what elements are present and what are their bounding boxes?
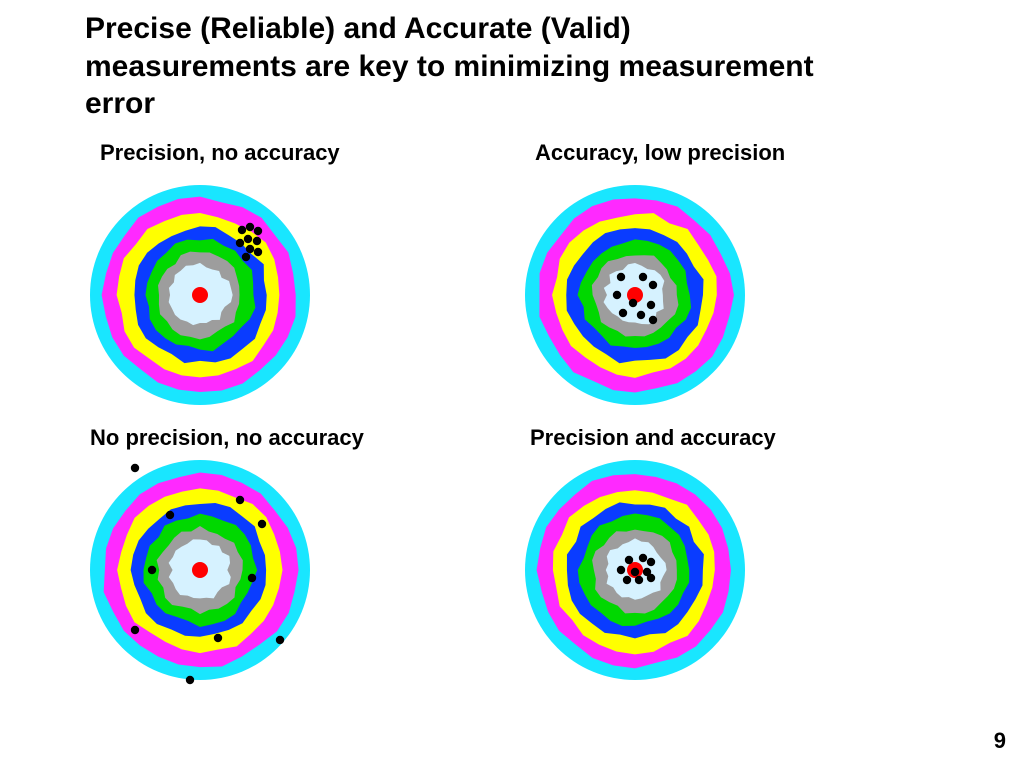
target-wrap-0 (90, 185, 310, 410)
shot-dot (131, 626, 139, 634)
page-number: 9 (994, 728, 1006, 754)
quadrant-label-2: No precision, no accuracy (90, 425, 364, 451)
shot-dot (236, 239, 244, 247)
target-2 (90, 460, 310, 680)
shot-dot (246, 245, 254, 253)
quadrant-label-1: Accuracy, low precision (535, 140, 785, 166)
shot-dot (647, 574, 655, 582)
shot-dot (649, 316, 657, 324)
shot-dot (619, 309, 627, 317)
quadrant-label-3: Precision and accuracy (530, 425, 776, 451)
shot-dot (254, 248, 262, 256)
shot-dot (625, 556, 633, 564)
shot-dot (166, 511, 174, 519)
target-wrap-3 (525, 460, 745, 685)
target-wrap-2 (90, 460, 310, 685)
shot-dot (647, 558, 655, 566)
shot-dot (639, 554, 647, 562)
shot-dot (238, 226, 246, 234)
target-0 (90, 185, 310, 405)
slide-title: Precise (Reliable) and Accurate (Valid) … (85, 10, 845, 123)
shot-dot (623, 576, 631, 584)
target-1 (525, 185, 745, 405)
shot-dot (244, 235, 252, 243)
shot-dot (214, 634, 222, 642)
shot-dot (186, 676, 194, 684)
shot-dot (258, 520, 266, 528)
shot-dot (236, 496, 244, 504)
shot-dot (148, 566, 156, 574)
shot-dot (246, 223, 254, 231)
target-3 (525, 460, 745, 680)
shot-dot (649, 281, 657, 289)
shot-dot (131, 464, 139, 472)
shot-dot (631, 568, 639, 576)
shot-dot (647, 301, 655, 309)
shot-dot (629, 299, 637, 307)
shot-dot (617, 273, 625, 281)
shot-dot (276, 636, 284, 644)
shot-dot (635, 576, 643, 584)
shot-dot (242, 253, 250, 261)
shot-dot (637, 311, 645, 319)
shot-dot (613, 291, 621, 299)
shot-dot (253, 237, 261, 245)
target-wrap-1 (525, 185, 745, 410)
shot-dot (617, 566, 625, 574)
shot-dot (254, 227, 262, 235)
shot-dot (639, 273, 647, 281)
shot-dot (248, 574, 256, 582)
quadrant-label-0: Precision, no accuracy (100, 140, 340, 166)
